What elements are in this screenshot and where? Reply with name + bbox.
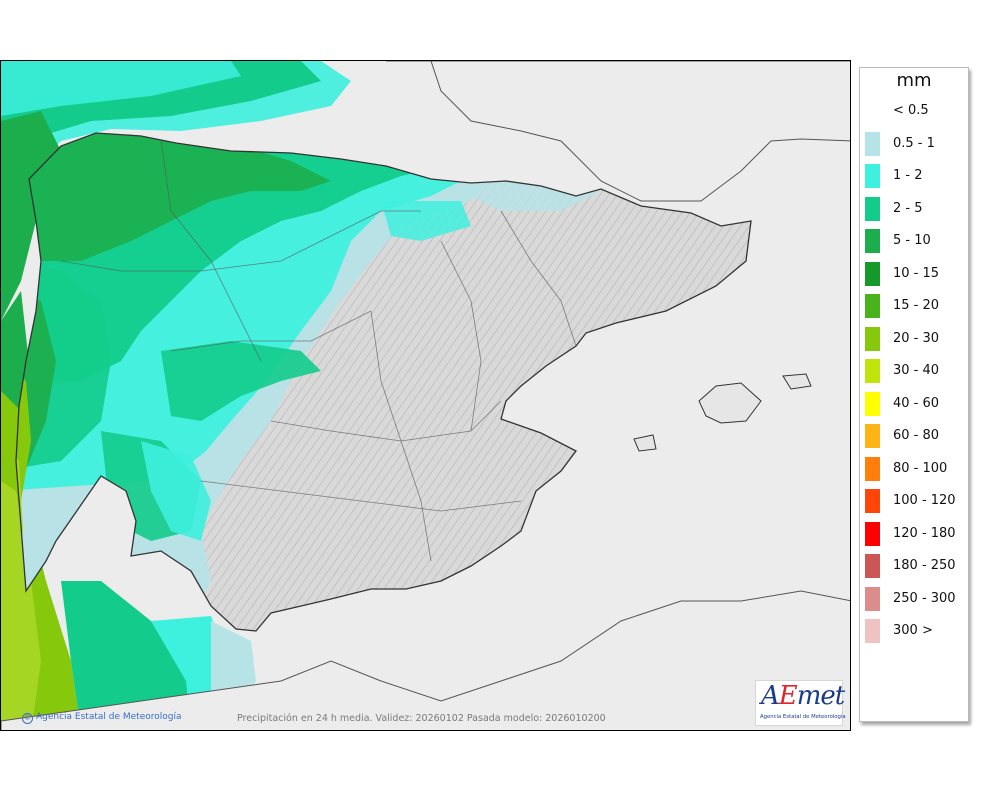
legend-label: 1 - 2: [893, 168, 923, 183]
africa-coast: [1, 590, 850, 730]
legend-label: 30 - 40: [893, 363, 940, 378]
legend-label: 120 - 180: [893, 525, 956, 541]
legend-label: 300 >: [893, 623, 933, 638]
legend-label: 2 - 5: [893, 200, 923, 216]
legend-label: 20 - 30: [893, 330, 940, 346]
legend-swatch: [865, 424, 880, 448]
legend-entry: 300 >: [864, 619, 968, 643]
legend-swatch: [865, 359, 880, 383]
legend-entry: 120 - 180: [864, 521, 968, 546]
ibiza-island: [633, 434, 657, 452]
legend-entry: 60 - 80: [864, 424, 968, 448]
legend-swatch: [865, 196, 880, 221]
legend-entry: 30 - 40: [864, 359, 968, 383]
legend-entry: < 0.5: [864, 99, 968, 123]
precipitation-legend: mm < 0.5 0.5 - 1 1 - 2 2 - 5 5 - 10 10 - 15 15…: [859, 67, 969, 722]
agency-credit: © Agencia Estatal de Meteorología: [22, 712, 182, 724]
legend-swatch: [865, 456, 880, 481]
legend-swatch: [865, 326, 880, 351]
legend-swatch: [865, 586, 880, 611]
copyright-icon: ©: [22, 713, 33, 724]
legend-label: 40 - 60: [893, 395, 940, 411]
france-landmass: [386, 61, 850, 202]
legend-swatch: [865, 521, 880, 546]
mallorca-island: [698, 382, 762, 424]
legend-entry: 250 - 300: [864, 586, 968, 611]
legend-swatch: [865, 294, 880, 318]
legend-label: 250 - 300: [893, 590, 956, 606]
legend-title: mm: [896, 70, 932, 91]
aemet-logo-subtitle: Agencia Estatal de Meteorología: [760, 714, 846, 720]
legend-entry: 40 - 60: [864, 391, 968, 416]
peninsula-coastline: [15, 132, 752, 632]
legend-swatch: [865, 391, 880, 416]
legend-label: 60 - 80: [893, 428, 940, 443]
menorca-island: [782, 373, 812, 390]
legend-entry: 1 - 2: [864, 164, 968, 188]
legend-swatch: [865, 99, 880, 123]
map-caption: Precipitación en 24 h media. Validez: 20…: [237, 713, 606, 724]
legend-label: 80 - 100: [893, 460, 948, 476]
legend-swatch: [865, 554, 880, 578]
aemet-logo-mark: AEmet: [761, 681, 845, 711]
legend-entry: 15 - 20: [864, 294, 968, 318]
legend-entry: 5 - 10: [864, 229, 968, 253]
precipitation-map: [0, 60, 851, 731]
legend-label: 100 - 120: [893, 493, 956, 508]
legend-label: 0.5 - 1: [893, 135, 935, 151]
legend-entry: 100 - 120: [864, 489, 968, 513]
map-canvas: [1, 61, 850, 730]
legend-swatch: [865, 229, 880, 253]
legend-entry: 0.5 - 1: [864, 131, 968, 156]
legend-swatch: [865, 489, 880, 513]
province-borders: [60, 140, 577, 562]
legend-entry: 10 - 15: [864, 261, 968, 286]
legend-entry: 2 - 5: [864, 196, 968, 221]
legend-label: < 0.5: [893, 103, 929, 118]
legend-swatch: [865, 164, 880, 188]
precip-field-atlantic: [1, 61, 351, 730]
legend-swatch: [865, 619, 880, 643]
legend-label: 15 - 20: [893, 298, 940, 313]
legend-label: 180 - 250: [893, 558, 956, 573]
legend-label: 10 - 15: [893, 265, 940, 281]
legend-swatch: [865, 131, 880, 156]
legend-entry: 20 - 30: [864, 326, 968, 351]
legend-label: 5 - 10: [893, 233, 931, 248]
legend-entry: 180 - 250: [864, 554, 968, 578]
legend-swatch: [865, 261, 880, 286]
aemet-logo: AEmet Agencia Estatal de Meteorología: [755, 680, 846, 726]
agency-credit-text: Agencia Estatal de Meteorología: [36, 712, 182, 722]
legend-entry: 80 - 100: [864, 456, 968, 481]
